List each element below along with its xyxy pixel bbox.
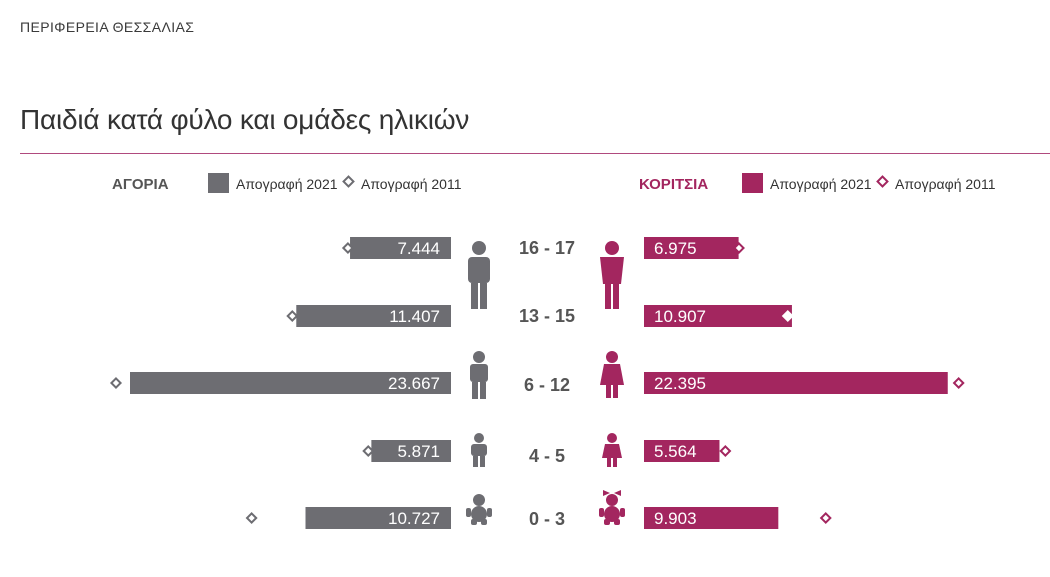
girls-bar-16-17 (644, 237, 739, 259)
boys-value-label: 23.667 (388, 374, 440, 393)
girls-value-label: 6.975 (654, 239, 697, 258)
girls-2011-marker (732, 241, 745, 255)
girls-2011-marker (719, 444, 732, 458)
boys-bar-16-17 (350, 237, 451, 259)
kid-girl-icon (602, 433, 622, 467)
title-divider (20, 153, 1050, 154)
baby-boy-icon (466, 494, 492, 525)
boys-value-label: 5.871 (397, 442, 440, 461)
girls-value-label: 22.395 (654, 374, 706, 393)
girls-2011-marker (952, 376, 965, 390)
boys-2011-marker (109, 376, 123, 390)
age-group-label: 13 - 15 (519, 306, 575, 326)
girls-value-label: 9.903 (654, 509, 697, 528)
boys-2011-marker (341, 241, 354, 255)
age-group-label: 0 - 3 (529, 509, 565, 529)
age-group-label: 4 - 5 (529, 446, 565, 466)
legend-boys-label: ΑΓΟΡΙΑ (112, 176, 169, 193)
age-group-label: 16 - 17 (519, 238, 575, 258)
legend-boys-2011-label: Απογραφή 2011 (361, 176, 462, 192)
girls-bar-6-12 (644, 372, 948, 394)
legend-girls-2021-label: Απογραφή 2021 (770, 176, 872, 192)
boys-bar-4-5 (371, 440, 451, 462)
legend-girls-2011-label: Απογραφή 2011 (895, 176, 996, 192)
boys-value-label: 7.444 (397, 239, 440, 258)
chart-title: Παιδιά κατά φύλο και ομάδες ηλικιών (20, 104, 470, 135)
legend-boys-2021-swatch (208, 173, 229, 193)
girls-2011-marker (781, 309, 794, 323)
boys-2011-marker (362, 444, 375, 458)
boys-bar-13-15 (296, 305, 451, 327)
boys-2011-marker (245, 511, 258, 525)
legend-boys-2011-marker (342, 175, 355, 188)
child-boy-icon (470, 351, 488, 399)
legend-girls-label: ΚΟΡΙΤΣΙΑ (639, 176, 708, 193)
boys-value-label: 11.407 (389, 307, 440, 326)
legend-girls-2021-swatch (742, 173, 763, 193)
legend-girls-2011-marker (876, 175, 889, 188)
boys-value-label: 10.727 (388, 509, 440, 528)
baby-girl-icon (599, 490, 625, 525)
girls-value-label: 10.907 (654, 307, 706, 326)
child-girl-icon (600, 351, 624, 398)
kid-boy-icon (471, 433, 487, 467)
girls-bar-4-5 (644, 440, 720, 462)
teen-girl-icon (600, 241, 624, 309)
girls-value-label: 5.564 (654, 442, 697, 461)
boys-2011-marker (286, 309, 299, 323)
age-group-label: 6 - 12 (524, 375, 570, 395)
region-label: ΠΕΡΙΦΕΡΕΙΑ ΘΕΣΣΑΛΙΑΣ (20, 19, 195, 35)
boys-bar-6-12 (130, 372, 451, 394)
legend-boys-2021-label: Απογραφή 2021 (236, 176, 338, 192)
girls-bar-13-15 (644, 305, 792, 327)
teen-boy-icon (468, 241, 490, 309)
girls-bar-0-3 (644, 507, 779, 529)
girls-2011-marker (819, 511, 832, 525)
boys-bar-0-3 (305, 507, 451, 529)
